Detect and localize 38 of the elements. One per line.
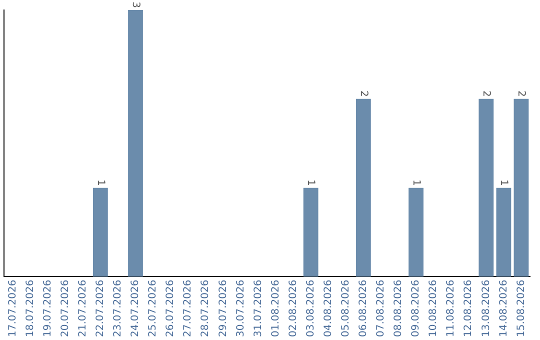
x-tick-label: 26.07.2026 <box>165 280 176 338</box>
data-label: 2 <box>516 90 527 97</box>
x-tick-label: 12.08.2026 <box>463 280 474 338</box>
x-tick-label: 19.07.2026 <box>42 280 54 338</box>
x-tick-label: 04.08.2026 <box>322 280 334 338</box>
data-label: 2 <box>358 90 369 97</box>
x-tick-label: 18.07.2026 <box>24 280 36 338</box>
data-label: 1 <box>305 179 316 186</box>
x-tick-label: 07.08.2026 <box>376 280 387 338</box>
x-tick-label: 31.07.2026 <box>252 280 264 338</box>
x-tick-label: 03.08.2026 <box>305 280 316 338</box>
x-tick-label: 24.07.2026 <box>130 280 142 338</box>
x-tick-label: 27.07.2026 <box>182 280 194 338</box>
data-label: 3 <box>130 2 141 8</box>
x-tick-label: 14.08.2026 <box>498 280 510 338</box>
x-tick-label: 30.07.2026 <box>235 280 246 338</box>
x-tick-label: 17.07.2026 <box>7 280 18 338</box>
x-tick-label: 22.07.2026 <box>95 280 106 338</box>
data-label: 1 <box>410 179 422 186</box>
data-label: 1 <box>94 179 106 186</box>
x-tick-label: 29.07.2026 <box>218 280 229 338</box>
x-tick-label: 23.07.2026 <box>112 280 124 338</box>
x-tick-label: 02.08.2026 <box>288 280 299 338</box>
x-tick-label: 13.08.2026 <box>480 280 492 338</box>
x-tick-label: 21.07.2026 <box>77 280 88 338</box>
x-tick-label: 11.08.2026 <box>446 280 457 338</box>
x-tick-label: 08.08.2026 <box>393 280 404 338</box>
x-tick-label: 09.08.2026 <box>410 280 422 338</box>
x-tick-label: 20.07.2026 <box>60 280 71 338</box>
x-tick-label: 01.08.2026 <box>270 280 282 338</box>
x-tick-label: 15.08.2026 <box>516 280 527 338</box>
x-tick-label: 25.07.2026 <box>148 280 159 338</box>
x-tick-label: 06.08.2026 <box>358 280 370 338</box>
data-label: 2 <box>480 90 492 97</box>
x-tick-label: 28.07.2026 <box>200 280 212 338</box>
x-tick-label: 10.08.2026 <box>428 280 440 338</box>
data-label: 1 <box>498 179 510 186</box>
x-tick-label: 05.08.2026 <box>340 280 352 338</box>
